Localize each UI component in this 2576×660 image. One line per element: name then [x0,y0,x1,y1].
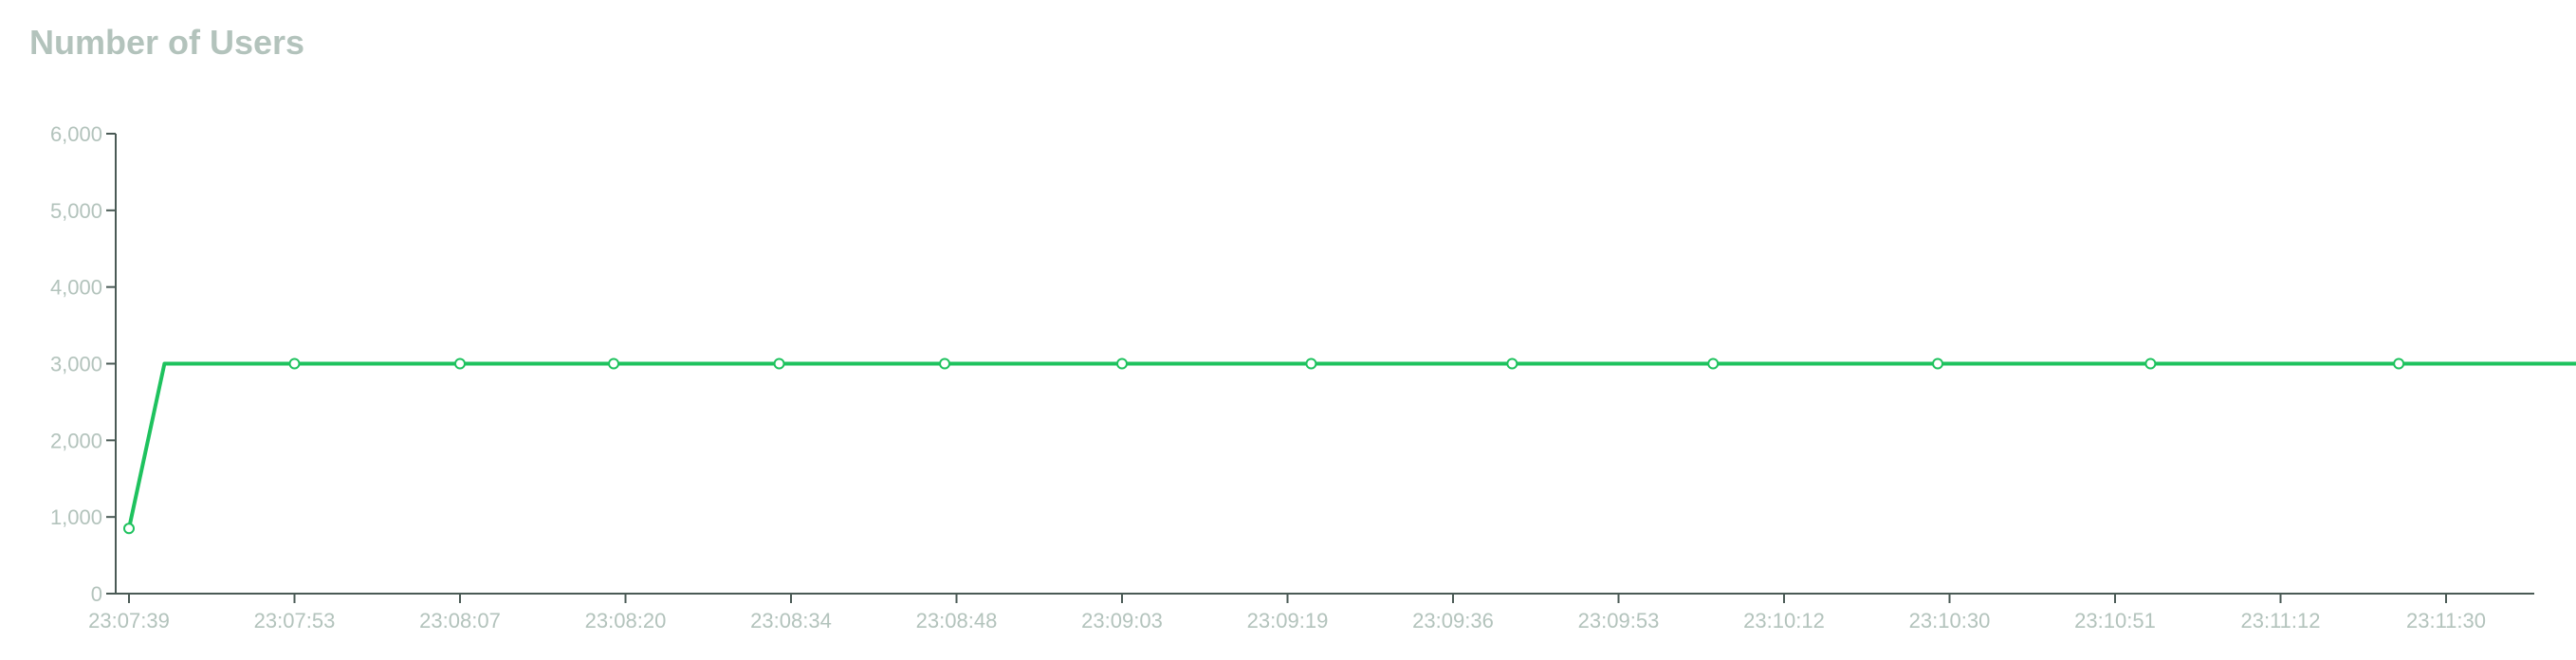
y-tick-label: 5,000 [50,199,102,223]
x-tick-label: 23:09:03 [1081,609,1163,632]
x-tick-label: 23:10:12 [1743,609,1825,632]
data-point[interactable] [454,358,466,370]
y-tick-label: 1,000 [50,505,102,529]
data-point[interactable] [939,358,951,370]
x-tick-label: 23:09:53 [1578,609,1660,632]
data-point[interactable] [1932,358,1944,370]
x-tick-label: 23:08:07 [419,609,501,632]
y-tick-label: 6,000 [50,122,102,146]
y-tick-label: 3,000 [50,353,102,376]
data-point[interactable] [608,358,620,370]
data-point[interactable] [1707,358,1720,370]
markers-group [123,358,2405,535]
data-point[interactable] [773,358,785,370]
data-point[interactable] [288,358,301,370]
y-tick-label: 2,000 [50,429,102,452]
x-tick-label: 23:08:20 [585,609,667,632]
x-tick-label: 23:09:19 [1247,609,1329,632]
data-point[interactable] [123,522,135,535]
x-tick-label: 23:07:53 [254,609,336,632]
y-tick-label: 0 [91,582,102,606]
axes: 0 1,000 2,000 3,000 4,000 5,000 6,000 23:07:39 2… [50,122,2534,632]
x-tick-label: 23:07:39 [88,609,170,632]
data-point[interactable] [2393,358,2405,370]
series-group [127,361,2576,529]
x-tick-label: 23:10:30 [1909,609,1991,632]
data-point[interactable] [1116,358,1128,370]
x-tick-label: 23:09:36 [1412,609,1494,632]
chart-title: Number of Users [29,23,305,62]
x-tick-label: 23:08:34 [750,609,832,632]
x-tick-label: 23:10:51 [2074,609,2156,632]
data-point[interactable] [2144,358,2157,370]
series-line [127,361,2576,529]
x-tick-label: 23:11:30 [2406,609,2486,632]
x-tick-label: 23:08:48 [916,609,998,632]
y-tick-label: 4,000 [50,276,102,300]
x-tick-label: 23:11:12 [2240,609,2320,632]
data-point[interactable] [1506,358,1518,370]
data-point[interactable] [1305,358,1317,370]
